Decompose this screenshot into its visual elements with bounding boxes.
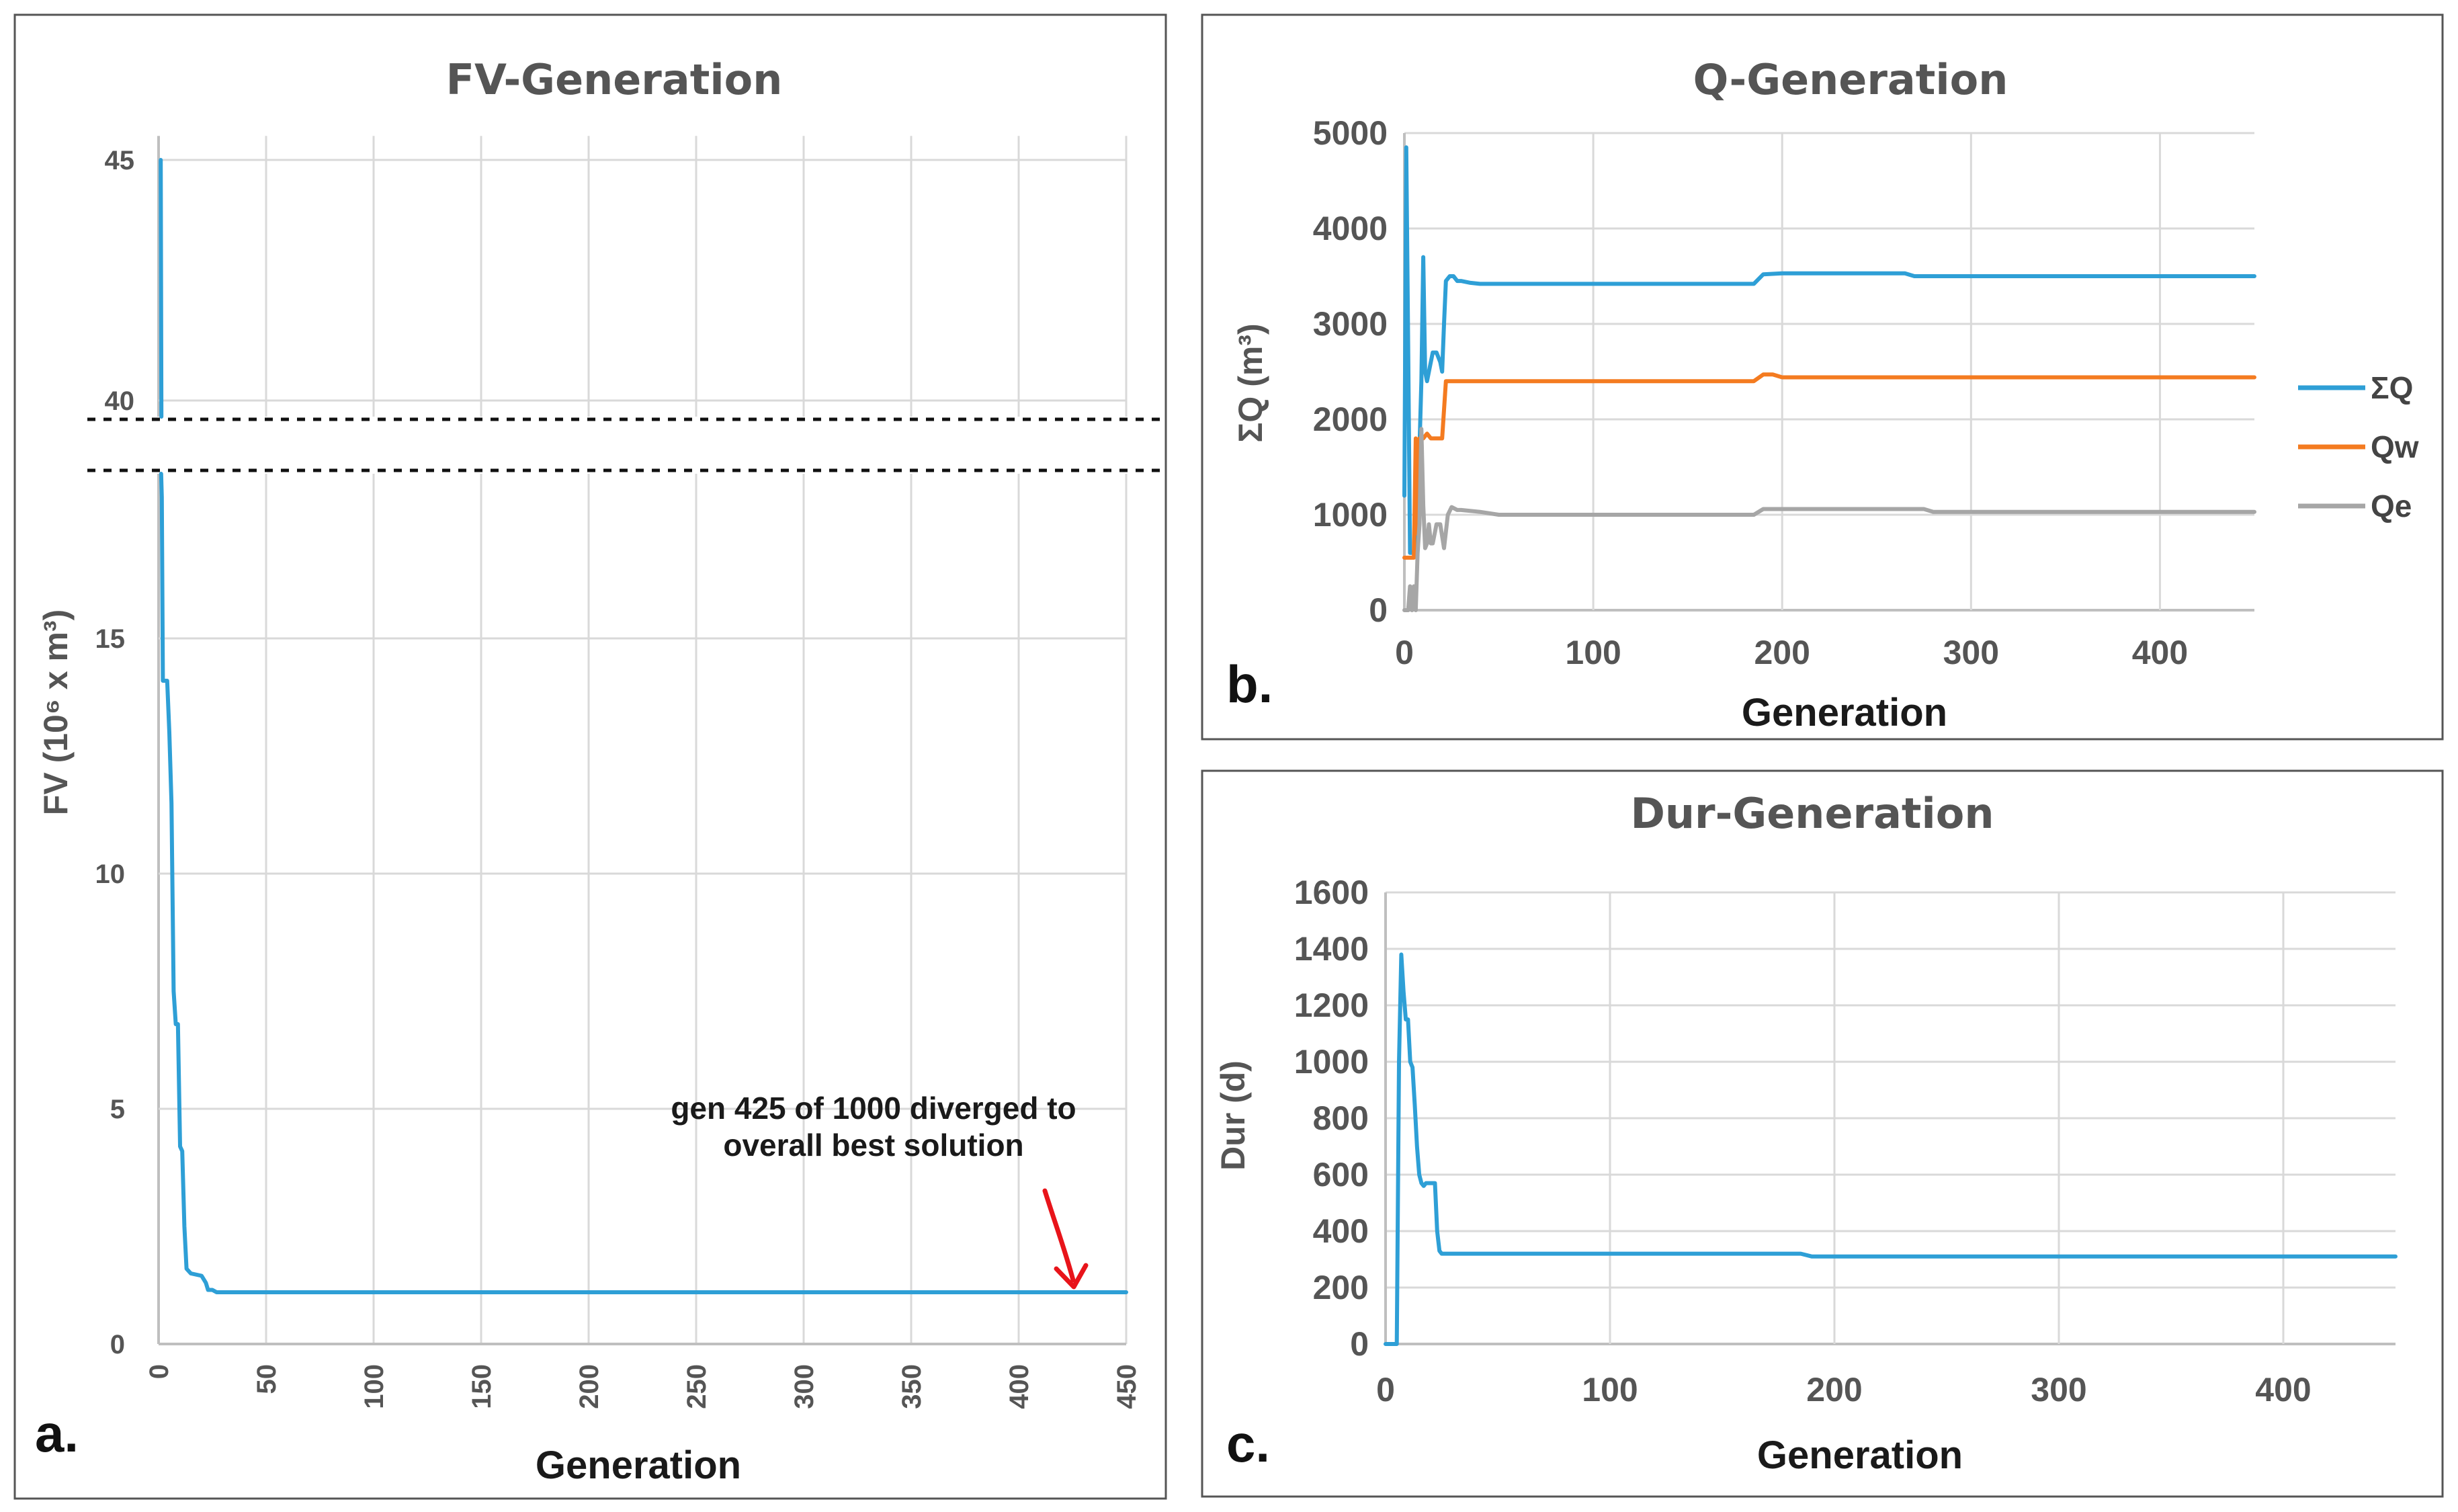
c-ytick-1200: 1200 [1294,986,1369,1024]
b-series-qw [1402,372,2256,560]
legend-label-qe: Qe [2371,489,2412,523]
panel-a-y-axis-label: FV (10⁶ x m³) [37,610,75,815]
a-ytick-0: 0 [110,1330,125,1359]
a-xtick-250: 250 [682,1364,712,1409]
b-series-qe [1402,427,2256,612]
panel-c-tag: c. [1226,1414,1270,1473]
a-xtick-450: 450 [1112,1364,1142,1409]
c-ytick-200: 200 [1313,1269,1369,1306]
panel-c-title: Dur-Generation [1630,789,1994,838]
a-xtick-150: 150 [467,1364,497,1409]
panel-c-x-axis-label: Generation [1757,1433,1963,1477]
panel-b-gridlines [1403,132,2254,612]
a-xtick-300: 300 [790,1364,819,1409]
panel-a-tick-labels: 0 50 100 150 200 250 300 350 400 450 0 5 10 15 40 45 [95,146,1142,1409]
a-xtick-50: 50 [252,1364,282,1394]
a-xtick-200: 200 [575,1364,604,1409]
panel-b-x-axis-label: Generation [1742,691,1947,734]
annotation-line-2: overall best solution [723,1128,1023,1163]
b-ytick-4000: 4000 [1313,210,1388,247]
panel-c-series [1384,952,2398,1346]
a-xtick-0: 0 [144,1364,174,1379]
panel-b-title: Q-Generation [1693,55,2008,104]
b-ytick-5000: 5000 [1313,114,1388,152]
panel-c-y-axis-label: Dur (d) [1214,1060,1252,1171]
panel-a-gridlines [157,136,1128,1345]
panel-c: Dur-Generation 0200400600800100012001400… [1201,769,2444,1498]
c-ytick-0: 0 [1350,1325,1369,1363]
annotation-arrow [1042,1188,1089,1290]
c-xtick-300: 300 [2031,1371,2086,1409]
a-ytick-15: 15 [95,624,126,654]
c-xtick-0: 0 [1376,1371,1395,1409]
a-xtick-100: 100 [359,1364,389,1409]
panel-b: Q-Generation 0 1000 2000 3000 4000 5000 0 100 20… [1201,13,2444,741]
b-xtick-300: 300 [1943,634,1999,671]
a-series-fv-lower [159,472,1128,1294]
c-ytick-1400: 1400 [1294,930,1369,968]
a-ytick-5: 5 [110,1095,125,1124]
c-series-dur [1384,952,2398,1346]
a-xtick-400: 400 [1005,1364,1034,1409]
c-xtick-100: 100 [1582,1371,1638,1409]
c-xtick-400: 400 [2255,1371,2311,1409]
panel-b-tag: b. [1226,655,1273,714]
b-ytick-2000: 2000 [1313,401,1388,438]
panel-b-legend: ΣQ Qw Qe [2298,370,2419,523]
a-ytick-40: 40 [105,386,135,416]
panel-b-y-axis-label: ΣQ (m³) [1232,323,1269,442]
panel-a-x-axis-label: Generation [536,1443,741,1487]
b-xtick-0: 0 [1395,634,1414,671]
c-ytick-400: 400 [1313,1212,1369,1250]
c-ytick-1600: 1600 [1294,874,1369,911]
b-ytick-1000: 1000 [1313,496,1388,534]
panel-a-title: FV-Generation [446,55,783,104]
legend-label-sumq: ΣQ [2371,370,2413,405]
panel-c-gridlines [1384,891,2396,1345]
a-ytick-10: 10 [95,859,126,889]
a-ytick-45: 45 [105,146,135,175]
panel-a-frame [13,13,1167,1500]
panel-a-tag: a. [35,1404,79,1463]
c-ytick-800: 800 [1313,1099,1369,1137]
panel-b-series [1402,145,2256,612]
legend-label-qw: Qw [2371,429,2419,464]
c-ytick-600: 600 [1313,1156,1369,1193]
panel-c-tick-labels: 0 200 400 600 800 1000 1200 1400 1600 0 100 200 300 4… [1294,874,2312,1409]
b-ytick-0: 0 [1369,591,1388,629]
c-ytick-1000: 1000 [1294,1043,1369,1081]
b-ytick-3000: 3000 [1313,305,1388,343]
b-xtick-400: 400 [2132,634,2188,671]
b-xtick-200: 200 [1754,634,1810,671]
panel-b-tick-labels: 0 1000 2000 3000 4000 5000 0 100 200 300 400 [1313,114,2188,671]
c-xtick-200: 200 [1806,1371,1862,1409]
annotation-line-1: gen 425 of 1000 diverged to [671,1091,1076,1126]
b-xtick-100: 100 [1565,634,1621,671]
panel-a-series [159,158,1128,1294]
a-xtick-350: 350 [897,1364,927,1409]
panel-a: FV-Generation 0 50 100 150 200 250 300 350 400 45… [13,13,1167,1500]
